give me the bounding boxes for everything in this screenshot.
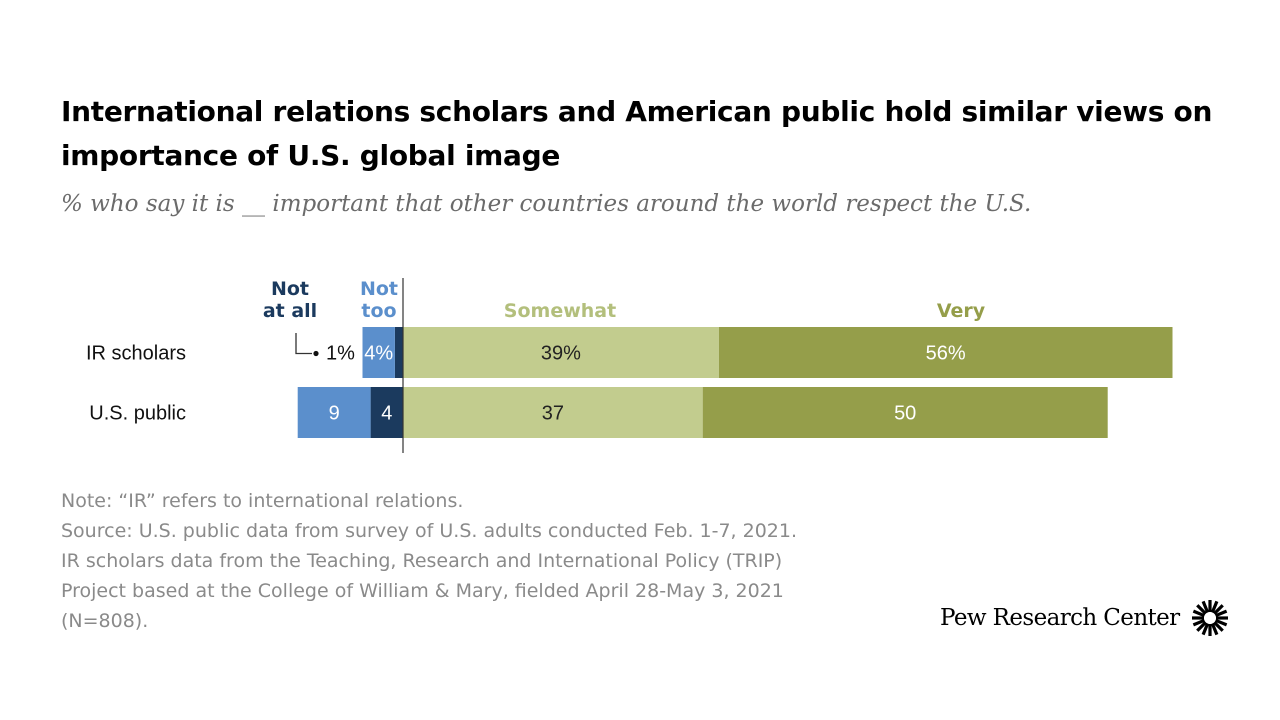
chart-note: Note: “IR” refers to international relat…	[61, 486, 821, 636]
bar-not-too	[297, 387, 371, 438]
source-text: Source: U.S. public data from survey of …	[61, 520, 798, 632]
legend-header-not-too: too	[361, 300, 396, 322]
bar-value-label: 56%	[926, 343, 966, 365]
sunburst-ray	[1212, 621, 1224, 632]
sunburst-ray	[1214, 618, 1227, 627]
sunburst-ray	[1212, 604, 1224, 615]
legend-header-somewhat: Somewhat	[504, 300, 616, 322]
pew-sunburst-icon	[1191, 600, 1228, 636]
sunburst-ray	[1195, 621, 1207, 632]
bar-not-too	[362, 327, 395, 378]
sunburst-ray	[1201, 600, 1209, 614]
note-text: Note: “IR” refers to international relat…	[61, 490, 464, 512]
bar-value-label: 4%	[364, 343, 393, 365]
callout-connector	[295, 333, 312, 355]
chart-title: International relations scholars and Ame…	[61, 95, 1213, 172]
bar-not-at-all	[370, 387, 403, 438]
bar-value-label-callout: 1%	[326, 343, 355, 365]
sunburst-ray	[1192, 609, 1205, 618]
legend-header-very: Very	[937, 300, 986, 322]
callout-dot	[313, 350, 319, 357]
legend-header-not-at-all: Not	[271, 278, 309, 300]
bar-value-label: 37	[542, 403, 564, 425]
sunburst-ray	[1214, 609, 1227, 618]
sunburst-ray	[1192, 618, 1205, 627]
sunburst-ray	[1201, 622, 1209, 636]
sunburst-ray	[1210, 622, 1218, 636]
legend-header-not-too: Not	[360, 278, 398, 300]
legend-header-not-at-all: at all	[263, 300, 317, 322]
sunburst-ray	[1195, 604, 1207, 615]
bar-very	[718, 327, 1173, 378]
sunburst-ray	[1210, 600, 1218, 614]
pew-logo-text: Pew Research Center	[940, 605, 1180, 631]
bar-somewhat	[403, 387, 703, 438]
bar-not-at-all	[394, 327, 403, 378]
bar-value-label: 4	[381, 403, 392, 425]
chart-subtitle: % who say it is __ important that other …	[61, 191, 1032, 217]
bar-very	[702, 387, 1108, 438]
pew-logo: Pew Research Center	[940, 598, 1230, 638]
category-label: U.S. public	[89, 403, 186, 425]
bar-value-label: 9	[329, 403, 340, 425]
bar-value-label: 39%	[541, 343, 581, 365]
category-label: IR scholars	[86, 343, 186, 365]
bar-value-label: 50	[894, 403, 916, 425]
bar-somewhat	[403, 327, 719, 378]
